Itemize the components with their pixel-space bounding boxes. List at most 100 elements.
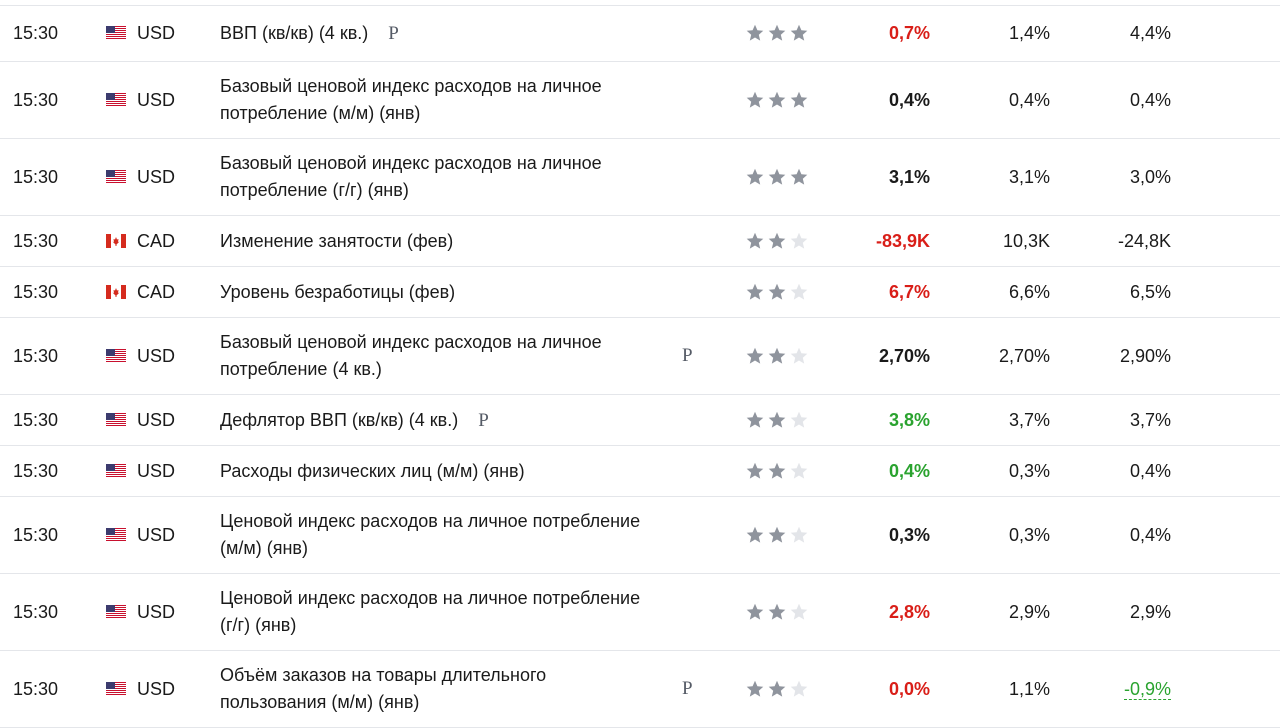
star-empty-icon — [790, 462, 808, 479]
event-time: 15:30 — [13, 281, 59, 302]
event-time: 15:30 — [13, 89, 59, 110]
event-name-line: Дефлятор ВВП (кв/кв) (4 кв.) — [220, 409, 459, 430]
event-name-link[interactable]: Ценовой индекс расходов на личное потреб… — [220, 574, 690, 650]
event-time: 15:30 — [13, 460, 59, 481]
currency-code: CAD — [137, 281, 176, 302]
us-flag-icon — [106, 5, 126, 61]
event-name-line: Базовый ценовой индекс расходов на лично… — [220, 153, 602, 173]
previous-value[interactable]: -0,9% — [1123, 651, 1171, 727]
table-row[interactable]: 15:30 USD Базовый ценовой индекс расходов … — [0, 318, 1280, 395]
star-empty-icon — [790, 526, 808, 543]
actual-value: 2,8% — [888, 601, 930, 622]
star-empty-icon — [790, 347, 808, 364]
currency-code: USD — [137, 166, 176, 187]
event-name-link[interactable]: Расходы физических лиц (м/м) (янв) — [220, 446, 690, 496]
event-name-line: Ценовой индекс расходов на личное потреб… — [220, 511, 641, 531]
star-empty-icon — [790, 232, 808, 249]
forecast-value: 3,7% — [1008, 409, 1050, 430]
importance-rating — [745, 5, 811, 61]
table-row[interactable]: 15:30 CAD Уровень безработицы (фев) 6,7% 6,6… — [0, 267, 1280, 318]
previous-value-text: 3,0% — [1129, 166, 1171, 187]
importance-rating — [745, 139, 811, 215]
currency-code: USD — [137, 345, 176, 366]
star-filled-icon — [768, 603, 786, 620]
table-row[interactable]: 15:30 USD Базовый ценовой индекс расходов … — [0, 139, 1280, 216]
us-flag-icon — [106, 497, 126, 573]
table-row[interactable]: 15:30 USD Расходы физических лиц (м/м) (ян… — [0, 446, 1280, 497]
table-row[interactable]: 15:30 USD ВВП (кв/кв) (4 кв.) P 0,7% 1,4% 4,4% — [0, 5, 1280, 62]
table-row[interactable]: 15:30 USD Дефлятор ВВП (кв/кв) (4 кв.) P 3,8… — [0, 395, 1280, 446]
importance-rating — [745, 497, 811, 573]
event-name-line: потребление (г/г) (янв) — [220, 180, 409, 200]
currency-code: USD — [137, 22, 176, 43]
forecast-value: 2,9% — [1008, 601, 1050, 622]
table-top-border — [0, 5, 1280, 6]
star-empty-icon — [790, 283, 808, 300]
event-name-line: пользования (м/м) (янв) — [220, 692, 420, 712]
actual-value: 2,70% — [878, 345, 930, 366]
event-name-line: ВВП (кв/кв) (4 кв.) — [220, 22, 369, 43]
previous-value-text: 0,4% — [1129, 524, 1171, 545]
previous-value-text: 6,5% — [1129, 281, 1171, 302]
star-filled-icon — [746, 411, 764, 428]
ca-flag-icon — [106, 216, 126, 266]
event-name-link[interactable]: Базовый ценовой индекс расходов на лично… — [220, 318, 690, 394]
event-name-link[interactable]: Изменение занятости (фев) — [220, 216, 690, 266]
forecast-value: 6,6% — [1008, 281, 1050, 302]
previous-value-text: 3,7% — [1129, 409, 1171, 430]
event-name-link[interactable]: Базовый ценовой индекс расходов на лично… — [220, 62, 690, 138]
star-empty-icon — [790, 603, 808, 620]
table-row[interactable]: 15:30 USD Ценовой индекс расходов на лично… — [0, 497, 1280, 574]
previous-value: 6,5% — [1130, 267, 1171, 317]
economic-calendar-table: 15:30 USD ВВП (кв/кв) (4 кв.) P 0,7% 1,4% 4,4%… — [0, 5, 1280, 728]
star-filled-icon — [790, 91, 808, 108]
importance-rating — [745, 216, 811, 266]
table-row[interactable]: 15:30 USD Базовый ценовой индекс расходов … — [0, 62, 1280, 139]
forecast-value: 1,1% — [1008, 678, 1050, 699]
previous-value: 3,7% — [1130, 395, 1171, 445]
event-time: 15:30 — [13, 409, 59, 430]
table-row[interactable]: 15:30 CAD Изменение занятости (фев) -83,9K 1… — [0, 216, 1280, 267]
event-time: 15:30 — [13, 601, 59, 622]
us-flag-icon — [106, 318, 126, 394]
currency-code: USD — [137, 601, 176, 622]
star-filled-icon — [790, 24, 808, 41]
ca-flag-icon — [106, 267, 126, 317]
event-time: 15:30 — [13, 678, 59, 699]
revised-previous-value[interactable]: -0,9% — [1123, 678, 1171, 700]
forecast-value: 2,70% — [998, 345, 1050, 366]
currency-code: USD — [137, 89, 176, 110]
event-name-link[interactable]: Дефлятор ВВП (кв/кв) (4 кв.) P — [220, 395, 690, 445]
event-name-link[interactable]: Объём заказов на товары длительного польз… — [220, 651, 690, 727]
preliminary-release-icon: P — [388, 22, 399, 44]
table-row[interactable]: 15:30 USD Ценовой индекс расходов на лично… — [0, 574, 1280, 651]
star-filled-icon — [768, 91, 786, 108]
forecast-value: 10,3K — [1002, 230, 1050, 251]
event-name-link[interactable]: Базовый ценовой индекс расходов на лично… — [220, 139, 690, 215]
event-name-link[interactable]: ВВП (кв/кв) (4 кв.) P — [220, 5, 690, 61]
previous-value: 0,4% — [1130, 497, 1171, 573]
event-name-link[interactable]: Уровень безработицы (фев) — [220, 267, 690, 317]
event-time: 15:30 — [13, 230, 59, 251]
previous-value: -24,8K — [1118, 216, 1171, 266]
previous-value-text: 0,4% — [1129, 89, 1171, 110]
actual-value: 3,1% — [888, 166, 930, 187]
event-name-link[interactable]: Ценовой индекс расходов на личное потреб… — [220, 497, 690, 573]
event-name-line: Базовый ценовой индекс расходов на лично… — [220, 76, 602, 96]
previous-value: 4,4% — [1130, 5, 1171, 61]
importance-rating — [745, 267, 811, 317]
currency-code: USD — [137, 524, 176, 545]
star-filled-icon — [768, 680, 786, 697]
previous-value: 0,4% — [1130, 62, 1171, 138]
forecast-value: 0,4% — [1008, 89, 1050, 110]
us-flag-icon — [106, 139, 126, 215]
table-row[interactable]: 15:30 USD Объём заказов на товары длительн… — [0, 651, 1280, 728]
star-filled-icon — [746, 347, 764, 364]
star-filled-icon — [768, 232, 786, 249]
currency-code: USD — [137, 678, 176, 699]
previous-value: 2,90% — [1120, 318, 1171, 394]
us-flag-icon — [106, 574, 126, 650]
event-time: 15:30 — [13, 166, 59, 187]
preliminary-release-icon: P — [682, 345, 693, 366]
event-name-line: Расходы физических лиц (м/м) (янв) — [220, 460, 525, 481]
